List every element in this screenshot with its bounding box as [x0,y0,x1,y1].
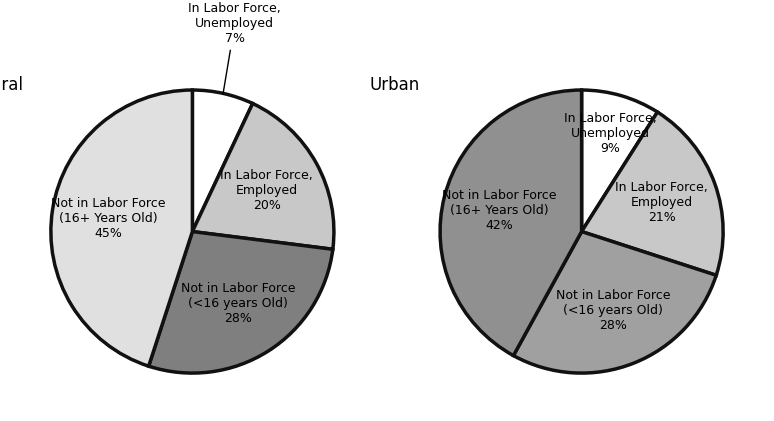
Text: Not in Labor Force
(16+ Years Old)
42%: Not in Labor Force (16+ Years Old) 42% [442,189,557,232]
Text: Urban: Urban [369,76,420,94]
Text: Rural: Rural [0,76,23,94]
Wedge shape [581,90,657,232]
Wedge shape [513,232,716,373]
Wedge shape [149,232,333,373]
Text: Not in Labor Force
(16+ Years Old)
45%: Not in Labor Force (16+ Years Old) 45% [51,197,166,240]
Wedge shape [193,90,252,232]
Text: Not in Labor Force
(<16 years Old)
28%: Not in Labor Force (<16 years Old) 28% [556,289,670,332]
Wedge shape [51,90,193,366]
Text: In Labor Force,
Employed
21%: In Labor Force, Employed 21% [615,181,708,224]
Wedge shape [581,112,723,275]
Wedge shape [440,90,581,356]
Text: In Labor Force,
Unemployed
7%: In Labor Force, Unemployed 7% [189,2,281,93]
Wedge shape [193,104,334,249]
Text: Not in Labor Force
(<16 years Old)
28%: Not in Labor Force (<16 years Old) 28% [180,282,295,325]
Text: In Labor Force,
Unemployed
9%: In Labor Force, Unemployed 9% [563,112,656,155]
Text: In Labor Force,
Employed
20%: In Labor Force, Employed 20% [221,169,313,212]
